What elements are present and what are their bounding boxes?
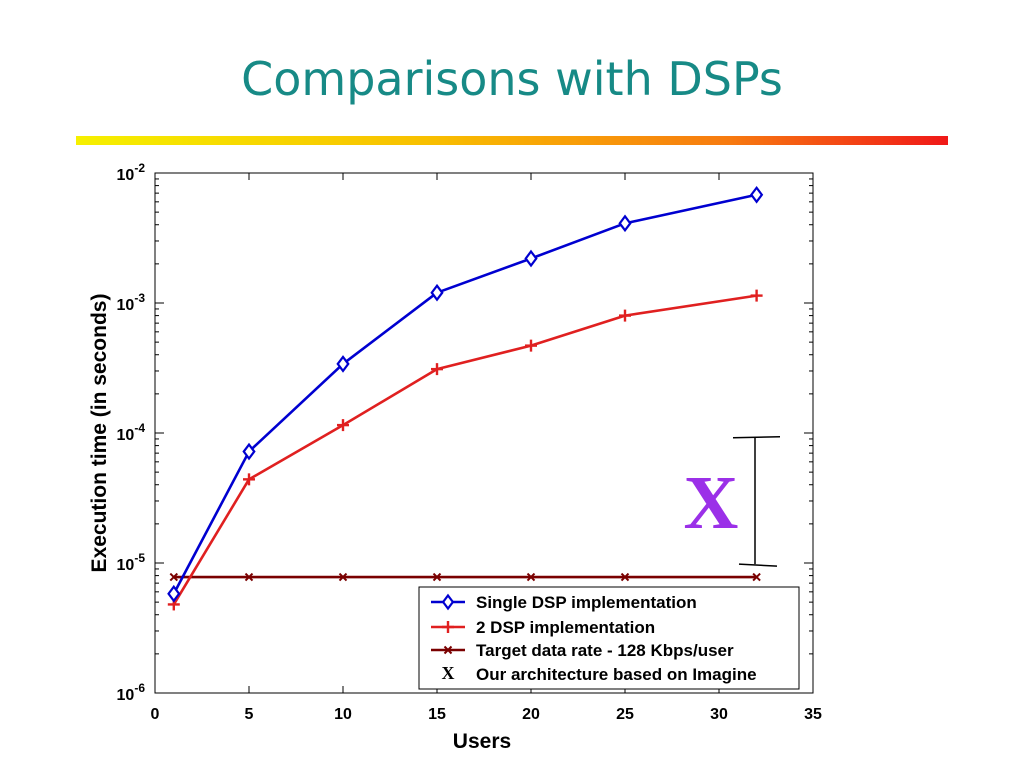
data-point: [619, 309, 631, 322]
data-point: [526, 572, 536, 582]
data-point: [752, 572, 761, 582]
data-point: [242, 442, 256, 461]
y-tick-exponent: -3: [134, 291, 145, 305]
data-point: [243, 473, 255, 486]
data-point: [618, 214, 632, 233]
y-tick-base: 10: [117, 297, 135, 314]
x-tick-label: 10: [334, 706, 352, 723]
series-line-0: [172, 193, 757, 595]
x-b: [443, 645, 453, 655]
data-point: [338, 572, 348, 582]
data-point: [524, 249, 538, 268]
y-tick-label: 10-6: [117, 681, 146, 704]
data-point: [336, 355, 350, 373]
x-b: [169, 572, 179, 582]
x-tick-label: 0: [151, 706, 160, 723]
x-b: [432, 572, 442, 582]
legend-marker-x: X: [442, 663, 455, 683]
x-b: [752, 572, 761, 582]
legend-marker-1: [442, 621, 454, 633]
x-tick-label: 5: [245, 706, 254, 723]
y-tick-base: 10: [117, 167, 135, 184]
y-tick-exponent: -5: [134, 551, 145, 565]
series-1: [167, 289, 763, 611]
series-2: [169, 572, 761, 582]
data-point: [431, 363, 443, 376]
x-b: [620, 572, 630, 582]
legend-marker-2: [443, 645, 453, 655]
x-tick-label: 15: [428, 706, 446, 723]
y-tick-label: 10-3: [117, 291, 146, 314]
y-tick-exponent: -4: [134, 421, 145, 435]
annotation-bracket-top: [732, 435, 781, 439]
x-b: [338, 572, 348, 582]
legend-label-2: Target data rate - 128 Kbps/user: [476, 641, 734, 660]
data-point: [432, 572, 442, 582]
x-b: [244, 572, 254, 582]
data-point: [169, 572, 179, 582]
page-title: Comparisons with DSPs: [241, 52, 783, 106]
legend-label-0: Single DSP implementation: [476, 593, 697, 612]
x-tick-label: 20: [522, 706, 540, 723]
data-point: [430, 283, 444, 302]
x-tick-label: 30: [710, 706, 728, 723]
data-point: [749, 185, 764, 204]
y-tick-base: 10: [117, 557, 135, 574]
y-tick-label: 10-4: [117, 421, 146, 444]
annotation-bracket-bottom: [738, 563, 778, 567]
data-point: [525, 339, 537, 352]
x-b: [526, 572, 536, 582]
data-point: [244, 572, 254, 582]
y-tick-base: 10: [117, 427, 135, 444]
annotation-big-x: X: [684, 461, 739, 545]
series-0: [167, 185, 764, 603]
data-point: [750, 289, 763, 302]
y-tick-label: 10-2: [117, 161, 146, 184]
legend-label-3: Our architecture based on Imagine: [476, 665, 757, 684]
x-tick-label: 35: [804, 706, 822, 723]
legend-marker-0: [441, 593, 455, 611]
series-line-1: [172, 294, 757, 606]
data-point: [620, 572, 630, 582]
data-point: [337, 419, 349, 432]
x-axis-title: Users: [453, 730, 511, 753]
y-axis-title: Execution time (in seconds): [88, 294, 111, 573]
legend-box: [418, 586, 800, 690]
y-tick-label: 10-5: [117, 551, 146, 574]
title-divider: [76, 136, 948, 145]
y-tick-exponent: -6: [134, 681, 145, 695]
y-tick-exponent: -2: [134, 161, 145, 175]
legend-label-1: 2 DSP implementation: [476, 618, 655, 637]
x-tick-label: 25: [616, 706, 634, 723]
y-tick-base: 10: [117, 687, 135, 704]
data-point: [167, 584, 181, 603]
